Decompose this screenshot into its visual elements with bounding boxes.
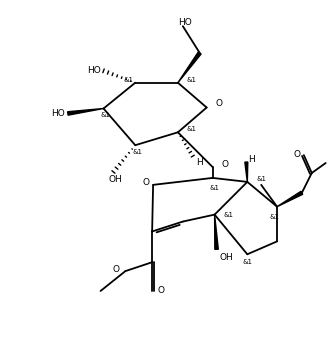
Text: HO: HO bbox=[51, 109, 65, 118]
Text: &1: &1 bbox=[269, 214, 279, 220]
Text: O: O bbox=[221, 159, 228, 168]
Polygon shape bbox=[277, 191, 303, 207]
Text: &1: &1 bbox=[209, 185, 219, 191]
Text: O: O bbox=[157, 286, 164, 296]
Text: &1: &1 bbox=[132, 149, 142, 155]
Text: O: O bbox=[113, 265, 120, 274]
Text: H: H bbox=[248, 155, 255, 164]
Polygon shape bbox=[178, 52, 201, 83]
Text: O: O bbox=[294, 150, 301, 159]
Text: O: O bbox=[142, 178, 149, 187]
Polygon shape bbox=[68, 109, 104, 115]
Text: &1: &1 bbox=[242, 259, 252, 265]
Text: &1: &1 bbox=[256, 176, 266, 182]
Text: &1: &1 bbox=[187, 126, 197, 132]
Text: O: O bbox=[215, 99, 222, 108]
Text: H: H bbox=[196, 158, 202, 167]
Text: HO: HO bbox=[87, 66, 101, 75]
Polygon shape bbox=[214, 215, 218, 249]
Text: HO: HO bbox=[178, 18, 192, 27]
Text: &1: &1 bbox=[123, 77, 133, 83]
Text: OH: OH bbox=[109, 175, 122, 184]
Polygon shape bbox=[245, 162, 248, 182]
Text: &1: &1 bbox=[101, 113, 111, 119]
Text: &1: &1 bbox=[187, 77, 197, 83]
Text: OH: OH bbox=[219, 253, 233, 262]
Text: &1: &1 bbox=[223, 212, 233, 218]
